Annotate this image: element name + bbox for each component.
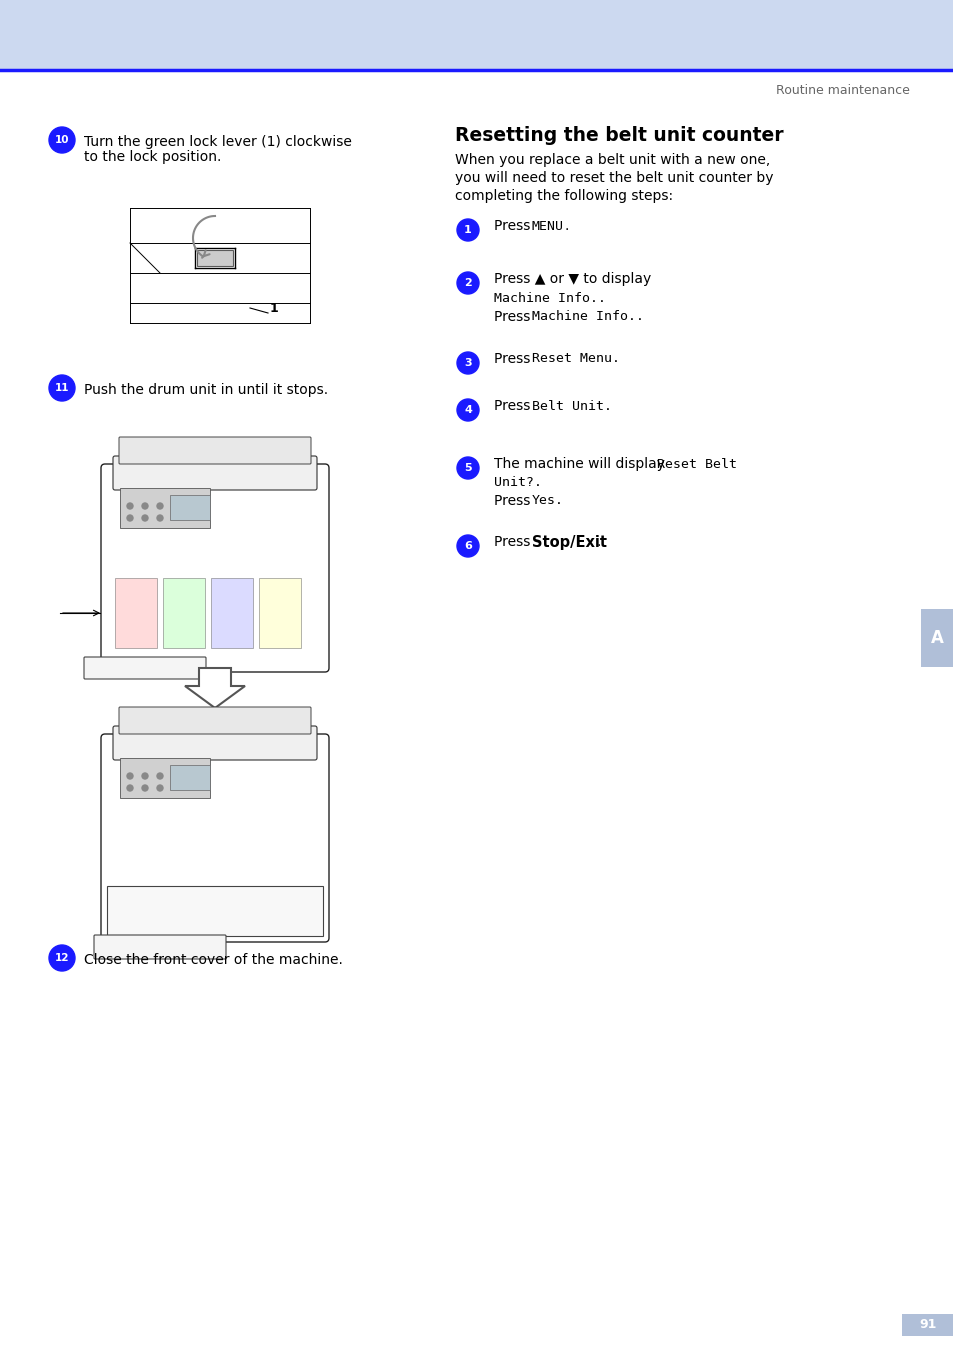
- Text: 6: 6: [463, 541, 472, 551]
- Text: 1: 1: [270, 302, 278, 315]
- Text: Press: Press: [494, 399, 535, 412]
- Text: Press: Press: [494, 535, 535, 549]
- FancyBboxPatch shape: [112, 456, 316, 491]
- Text: 5: 5: [464, 462, 472, 473]
- Circle shape: [456, 352, 478, 373]
- FancyBboxPatch shape: [119, 706, 311, 735]
- Text: Press ▲ or ▼ to display: Press ▲ or ▼ to display: [494, 272, 651, 286]
- Circle shape: [157, 772, 163, 779]
- Bar: [107, 886, 323, 936]
- Text: Machine Info..: Machine Info..: [494, 293, 605, 306]
- FancyBboxPatch shape: [112, 727, 316, 760]
- Text: Press: Press: [494, 493, 535, 508]
- Circle shape: [127, 785, 132, 791]
- Text: Reset Menu.: Reset Menu.: [532, 352, 619, 365]
- Text: A: A: [930, 630, 943, 647]
- Circle shape: [456, 399, 478, 421]
- Text: .: .: [597, 535, 600, 549]
- Bar: [211, 578, 253, 648]
- Text: 3: 3: [464, 359, 472, 368]
- Bar: [170, 766, 210, 790]
- Bar: [115, 578, 157, 648]
- Circle shape: [157, 785, 163, 791]
- FancyBboxPatch shape: [119, 437, 311, 464]
- Text: Unit?.: Unit?.: [494, 476, 541, 488]
- Circle shape: [142, 772, 148, 779]
- Bar: [258, 578, 301, 648]
- Text: When you replace a belt unit with a new one,: When you replace a belt unit with a new …: [455, 154, 769, 167]
- Text: Resetting the belt unit counter: Resetting the belt unit counter: [455, 125, 782, 146]
- Text: to the lock position.: to the lock position.: [84, 150, 221, 164]
- Circle shape: [127, 503, 132, 510]
- Text: Push the drum unit in until it stops.: Push the drum unit in until it stops.: [84, 383, 328, 398]
- Text: completing the following steps:: completing the following steps:: [455, 189, 673, 204]
- Bar: [163, 578, 205, 648]
- Text: 10: 10: [54, 135, 70, 146]
- Circle shape: [456, 535, 478, 557]
- FancyBboxPatch shape: [101, 464, 329, 673]
- Circle shape: [49, 375, 75, 400]
- Text: 2: 2: [464, 278, 472, 288]
- Circle shape: [49, 945, 75, 971]
- FancyBboxPatch shape: [94, 936, 226, 958]
- Text: Belt Unit.: Belt Unit.: [532, 399, 612, 412]
- Bar: [120, 488, 210, 528]
- Text: Routine maintenance: Routine maintenance: [776, 84, 909, 97]
- Bar: [170, 495, 210, 520]
- Text: Press: Press: [494, 218, 535, 233]
- FancyBboxPatch shape: [84, 656, 206, 679]
- Polygon shape: [185, 669, 245, 708]
- Text: MENU: MENU: [532, 220, 563, 232]
- Text: 12: 12: [54, 953, 70, 962]
- Text: Press: Press: [494, 310, 535, 324]
- Circle shape: [157, 503, 163, 510]
- Text: 11: 11: [54, 383, 70, 394]
- Circle shape: [142, 503, 148, 510]
- Circle shape: [456, 457, 478, 479]
- Text: Machine Info..: Machine Info..: [532, 310, 643, 324]
- Circle shape: [127, 772, 132, 779]
- Text: you will need to reset the belt unit counter by: you will need to reset the belt unit cou…: [455, 171, 773, 185]
- Text: 91: 91: [919, 1318, 936, 1332]
- Text: 4: 4: [463, 404, 472, 415]
- Text: Turn the green lock lever (1) clockwise: Turn the green lock lever (1) clockwise: [84, 135, 352, 150]
- FancyBboxPatch shape: [101, 735, 329, 942]
- Circle shape: [456, 272, 478, 294]
- Circle shape: [142, 515, 148, 520]
- Text: Close the front cover of the machine.: Close the front cover of the machine.: [84, 953, 342, 967]
- Circle shape: [157, 515, 163, 520]
- Bar: [920, 609, 953, 667]
- Text: .: .: [564, 218, 569, 233]
- Circle shape: [456, 218, 478, 241]
- Text: Stop/Exit: Stop/Exit: [532, 535, 606, 550]
- Circle shape: [127, 515, 132, 520]
- Text: Reset Belt: Reset Belt: [657, 457, 737, 470]
- Text: The machine will display: The machine will display: [494, 457, 669, 470]
- Text: 1: 1: [464, 225, 472, 235]
- Bar: [901, 1314, 953, 1336]
- Bar: [120, 758, 210, 798]
- Text: Yes.: Yes.: [532, 495, 563, 507]
- Circle shape: [142, 785, 148, 791]
- Bar: [0, 0, 953, 70]
- Circle shape: [49, 127, 75, 154]
- Bar: [196, 249, 233, 266]
- Text: Press: Press: [494, 352, 535, 367]
